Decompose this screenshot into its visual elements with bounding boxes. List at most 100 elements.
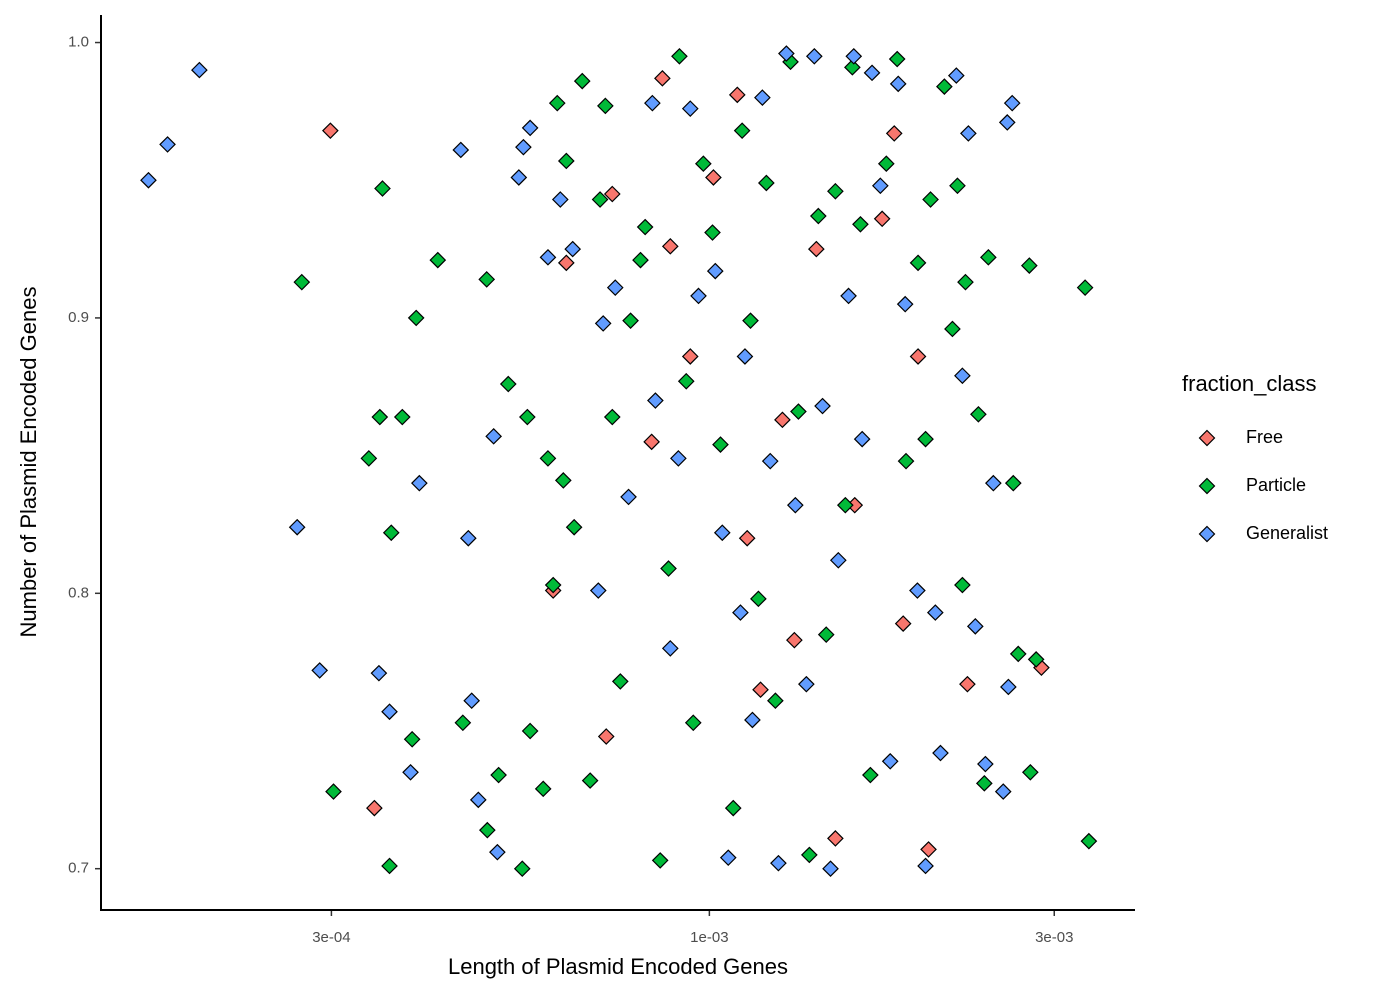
y-tick-label: 0.9 [68, 309, 89, 326]
point [459, 529, 477, 547]
point [1080, 832, 1098, 850]
point [381, 857, 398, 875]
y-tick-label: 0.8 [68, 584, 89, 601]
point [554, 472, 572, 489]
point [591, 191, 609, 208]
point [881, 752, 899, 770]
point [757, 174, 775, 192]
point [862, 766, 879, 784]
point [807, 240, 825, 258]
point [809, 207, 827, 225]
point [513, 860, 531, 878]
point [684, 714, 702, 732]
point [478, 271, 496, 288]
point [382, 524, 400, 542]
point [790, 403, 807, 420]
point [485, 427, 502, 445]
point [463, 692, 481, 710]
point [1004, 474, 1022, 492]
point [975, 774, 993, 792]
x-tick-label: 3e-03 [1035, 929, 1073, 946]
point [452, 141, 470, 159]
point [977, 755, 994, 773]
point [489, 843, 506, 861]
point [366, 799, 383, 817]
point [370, 664, 388, 682]
point [932, 744, 949, 762]
point [551, 191, 569, 208]
point [852, 215, 869, 233]
point [712, 436, 729, 453]
point [636, 218, 654, 236]
point [1003, 94, 1021, 112]
point [800, 846, 818, 864]
y-tick-label: 0.7 [68, 860, 89, 877]
point [603, 408, 621, 426]
point [597, 97, 614, 115]
point [403, 730, 421, 748]
point [877, 155, 895, 173]
point [521, 119, 539, 137]
point [742, 312, 759, 330]
point [288, 518, 306, 536]
point [539, 248, 557, 266]
point [1000, 678, 1017, 696]
point [564, 240, 582, 258]
point [822, 860, 839, 878]
legend-key [1198, 477, 1216, 495]
point [896, 295, 914, 313]
point [724, 799, 742, 817]
point [407, 309, 425, 327]
point [651, 852, 669, 869]
point [515, 138, 532, 156]
point [706, 262, 724, 280]
point [936, 78, 953, 95]
point [733, 122, 751, 140]
point [622, 312, 639, 330]
point [917, 857, 934, 875]
point [681, 100, 699, 117]
point [594, 315, 612, 332]
point [994, 783, 1012, 800]
point [853, 430, 871, 448]
point [140, 171, 157, 189]
point [381, 703, 398, 721]
point [360, 450, 378, 467]
point [774, 411, 791, 429]
point [411, 474, 428, 492]
point [770, 854, 787, 872]
legend-key [1198, 525, 1216, 543]
point [606, 279, 624, 296]
point [944, 320, 961, 338]
point [1027, 651, 1045, 668]
point [836, 496, 854, 514]
point [647, 392, 664, 409]
point [954, 576, 971, 594]
point [917, 430, 934, 448]
point [539, 450, 557, 467]
point [840, 287, 857, 305]
point [959, 675, 976, 693]
y-axis-title: Number of Plasmid Encoded Genes [16, 287, 41, 638]
point [469, 791, 487, 809]
point [761, 452, 779, 470]
point [1020, 257, 1038, 274]
point [490, 766, 507, 784]
point [311, 662, 329, 679]
point [704, 224, 721, 241]
point [970, 405, 987, 423]
point [949, 177, 966, 195]
point [654, 69, 671, 87]
point [744, 711, 761, 729]
point [519, 408, 536, 426]
point [620, 488, 637, 506]
point [966, 618, 984, 635]
point [844, 58, 861, 76]
point [713, 524, 731, 542]
point [817, 626, 835, 643]
point [754, 89, 771, 106]
point [805, 47, 823, 65]
point [871, 177, 889, 195]
point [499, 375, 517, 393]
point [429, 251, 447, 269]
